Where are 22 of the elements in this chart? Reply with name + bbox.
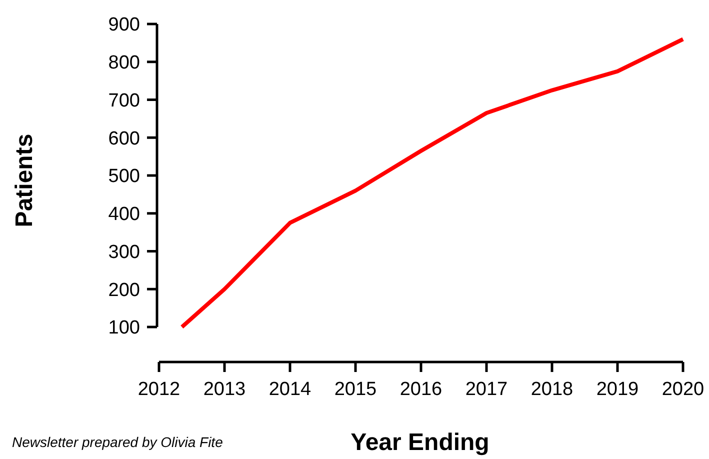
x-tick-label: 2015: [334, 379, 377, 400]
x-tick-label: 2017: [465, 379, 508, 400]
y-tick-label: 700: [108, 90, 140, 112]
y-tick-label: 400: [108, 204, 140, 226]
x-tick-label: 2012: [138, 379, 180, 400]
y-tick-label: 500: [108, 166, 140, 188]
text: Newsletter prepared by Olivia Fite: [12, 434, 224, 450]
x-tick-label: 2013: [203, 379, 246, 400]
x-tick-label: 2020: [662, 379, 704, 400]
x-tick-label: 2018: [530, 379, 574, 400]
y-tick-label: 900: [108, 14, 140, 36]
y-tick-label: 300: [108, 242, 140, 263]
x-tick-label: 2016: [400, 379, 442, 400]
y-tick-label: 100: [108, 318, 140, 339]
x-axis-title: Year Ending: [350, 429, 490, 456]
y-tick-label: 600: [108, 128, 140, 150]
y-tick-label: 200: [108, 280, 140, 301]
x-tick-label: 2019: [596, 379, 639, 400]
y-tick-label: 800: [108, 52, 140, 74]
x-tick-label: 2014: [268, 379, 312, 400]
y-axis-title: Patients: [11, 134, 38, 228]
line-series: [180, 37, 685, 329]
